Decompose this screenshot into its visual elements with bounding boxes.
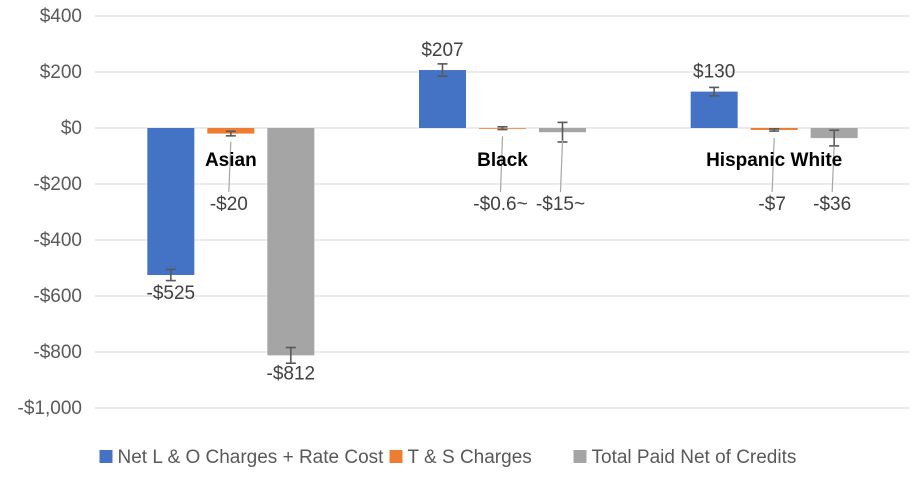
legend-label: Total Paid Net of Credits (592, 447, 797, 468)
data-label-total-paid-net-of-credits-black: -$15~ (536, 194, 585, 215)
data-label-net-l-o-charges-rate-cost-hispanic-white: $130 (693, 62, 735, 83)
y-tick-label: -$400 (33, 230, 82, 251)
leader-line (831, 146, 835, 193)
legend-swatch (389, 450, 403, 463)
data-labels: -$525 -$20 -$812 $207 -$0.6~ -$15~ $130 -$7 -$36 (147, 40, 852, 384)
y-tick-label: -$1,000 (18, 398, 82, 419)
leader-line (499, 136, 504, 193)
data-label-total-paid-net-of-credits-asian: -$812 (267, 363, 316, 384)
category-label-hispanic-white: Hispanic White (706, 150, 842, 171)
error-bar (829, 129, 840, 147)
data-label-t-s-charges-hispanic-white: -$7 (758, 194, 785, 215)
error-bar (497, 125, 508, 131)
error-bar (437, 63, 448, 77)
y-tick-label: $200 (40, 62, 82, 83)
leader-line (771, 137, 775, 193)
legend: Net L & O Charges + Rate Cost T & S Charg… (99, 447, 797, 468)
error-bar (165, 268, 176, 282)
legend-swatch (573, 450, 587, 463)
error-bar (225, 130, 236, 137)
legend-item-total-paid-net-of-credits: Total Paid Net of Credits (573, 447, 797, 468)
legend-swatch (99, 450, 113, 463)
leader-line (559, 140, 564, 193)
legend-item-t-s-charges: T & S Charges (389, 447, 532, 468)
error-bar (769, 128, 780, 132)
legend-item-net-l-o-charges-rate-cost: Net L & O Charges + Rate Cost (99, 447, 385, 468)
y-tick-label: -$600 (33, 286, 82, 307)
legend-label: Net L & O Charges + Rate Cost (118, 447, 385, 468)
data-label-total-paid-net-of-credits-hispanic-white: -$36 (813, 194, 851, 215)
error-bars (165, 63, 840, 365)
data-label-net-l-o-charges-rate-cost-black: $207 (421, 40, 463, 61)
error-bar (709, 86, 720, 97)
leader-line (228, 141, 232, 193)
error-bar (285, 346, 296, 365)
y-tick-label: $0 (61, 118, 82, 139)
y-tick-label: -$200 (33, 174, 82, 195)
data-label-t-s-charges-black: -$0.6~ (473, 194, 527, 215)
data-label-net-l-o-charges-rate-cost-asian: -$525 (147, 283, 196, 304)
leader-lines (228, 136, 835, 193)
y-axis-ticks: $400 $200 $0 -$200 -$400 -$600 -$800 -$1,000 (18, 6, 82, 419)
bar-net-l-o-charges-rate-cost-black (419, 70, 466, 128)
bar-total-paid-net-of-credits-asian (267, 128, 315, 356)
category-labels: Asian Black Hispanic White (205, 150, 842, 171)
category-label-black: Black (477, 150, 528, 171)
data-label-t-s-charges-asian: -$20 (210, 194, 248, 215)
bar-net-l-o-charges-rate-cost-asian (147, 128, 195, 275)
bar-net-l-o-charges-rate-cost-hispanic-white (690, 91, 738, 128)
y-tick-label: $400 (40, 6, 82, 27)
category-label-asian: Asian (205, 150, 257, 171)
legend-label: T & S Charges (408, 447, 532, 468)
y-tick-label: -$800 (33, 342, 82, 363)
